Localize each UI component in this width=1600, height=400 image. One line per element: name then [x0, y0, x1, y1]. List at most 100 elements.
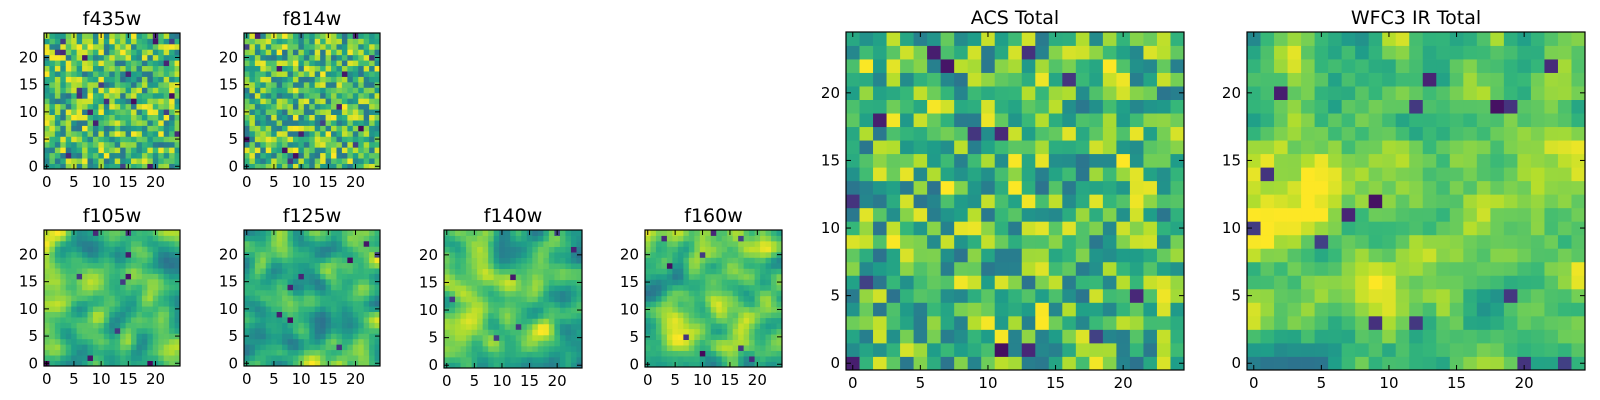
heatmap-cell — [298, 60, 305, 67]
heatmap-cell — [147, 54, 154, 61]
heatmap-cell — [655, 273, 662, 280]
heatmap-cell — [650, 262, 657, 269]
heatmap-cell — [265, 262, 272, 269]
heatmap-cell — [732, 251, 739, 258]
heatmap-cell — [60, 306, 67, 312]
heatmap-cell — [548, 290, 555, 297]
heatmap-cell — [169, 98, 175, 105]
heatmap-cell — [548, 323, 555, 330]
heatmap-cell — [71, 278, 78, 285]
heatmap-cell — [282, 130, 288, 137]
heatmap-cell — [650, 230, 657, 236]
heatmap-cell — [114, 98, 121, 105]
heatmap-cell — [174, 355, 181, 361]
heatmap-cell — [771, 334, 777, 340]
heatmap-cell — [141, 311, 148, 318]
heatmap-cell — [309, 278, 316, 285]
heatmap-cell — [1143, 261, 1158, 276]
heatmap-cell — [331, 268, 337, 274]
heatmap-cell — [114, 284, 121, 291]
heatmap-cell — [732, 230, 739, 236]
heatmap-cell — [499, 301, 506, 308]
heatmap-cell — [859, 329, 874, 344]
heatmap-cell — [1557, 329, 1572, 344]
heatmap-cell — [303, 333, 310, 340]
heatmap-cell — [526, 340, 533, 347]
heatmap-cell — [136, 327, 143, 334]
heatmap-cell — [103, 268, 110, 274]
heatmap-cell — [87, 317, 94, 323]
heatmap-cell — [576, 257, 583, 264]
heatmap-cell — [276, 355, 283, 361]
heatmap-cell — [743, 356, 750, 362]
heatmap-cell — [1476, 248, 1491, 263]
heatmap-cell — [125, 306, 132, 312]
heatmap-cell — [1517, 288, 1532, 303]
heatmap-cell — [1544, 167, 1559, 182]
heatmap-cell — [765, 306, 772, 313]
heatmap-cell — [1021, 342, 1036, 357]
heatmap-cell — [141, 147, 148, 154]
heatmap-cell — [120, 262, 126, 269]
heatmap-cell — [1048, 288, 1063, 303]
heatmap-cell — [994, 86, 1009, 100]
heatmap-cell — [1062, 153, 1077, 168]
heatmap-cell — [114, 49, 121, 56]
heatmap-cell — [363, 306, 370, 312]
heatmap-cell — [125, 300, 132, 307]
heatmap-cell — [125, 92, 132, 99]
heatmap-cell — [1503, 275, 1518, 290]
heatmap-cell — [1008, 59, 1023, 73]
heatmap-cell — [76, 295, 83, 302]
heatmap-cell — [271, 49, 278, 56]
heatmap-cell — [120, 141, 126, 148]
heatmap-cell — [158, 355, 165, 361]
heatmap-cell — [347, 125, 354, 132]
heatmap-cell — [265, 251, 272, 258]
heatmap-cell — [1314, 261, 1329, 276]
heatmap-cell — [521, 318, 528, 325]
heatmap-cell — [655, 339, 662, 346]
heatmap-cell — [152, 289, 159, 296]
heatmap-cells — [44, 33, 181, 170]
heatmap-cell — [677, 317, 684, 324]
heatmap-cell — [158, 38, 165, 45]
heatmap-cell — [125, 103, 132, 110]
heatmap-cell — [444, 257, 450, 264]
heatmap-cell — [1129, 153, 1144, 168]
heatmap-cell — [732, 345, 739, 351]
heatmap-cell — [325, 355, 332, 361]
heatmap-cell — [570, 340, 577, 347]
heatmap-cell — [449, 285, 456, 292]
heatmap-cell — [82, 60, 88, 67]
heatmap-cell — [120, 235, 126, 242]
heatmap-cell — [352, 92, 359, 99]
panel-title: f435w — [83, 8, 142, 30]
heatmap-cell — [303, 141, 310, 148]
heatmap-cell — [314, 114, 321, 121]
heatmap-cell — [163, 114, 170, 121]
heatmap-cell — [309, 81, 316, 88]
heatmap-cell — [1035, 167, 1050, 182]
heatmap-cell — [120, 273, 126, 280]
heatmap-cell — [292, 43, 299, 50]
heatmap-cell — [60, 152, 67, 159]
heatmap-cell — [331, 273, 337, 280]
heatmap-cell — [363, 300, 370, 307]
heatmap-cell — [699, 246, 706, 253]
heatmap-cell — [358, 235, 365, 242]
heatmap-cell — [940, 45, 955, 60]
heatmap-cell — [98, 152, 105, 159]
y-tick-label: 10 — [821, 219, 840, 237]
heatmap-cell — [309, 49, 316, 56]
heatmap-cell — [265, 71, 272, 77]
heatmap-cell — [504, 345, 511, 352]
heatmap-cell — [504, 285, 511, 292]
heatmap-cell — [900, 342, 914, 357]
heatmap-cell — [265, 87, 272, 94]
heatmap-cell — [493, 296, 500, 303]
heatmap-cell — [846, 207, 860, 222]
heatmap-cell — [661, 235, 668, 242]
heatmap-cell — [1409, 234, 1424, 249]
heatmap-cell — [859, 288, 874, 303]
